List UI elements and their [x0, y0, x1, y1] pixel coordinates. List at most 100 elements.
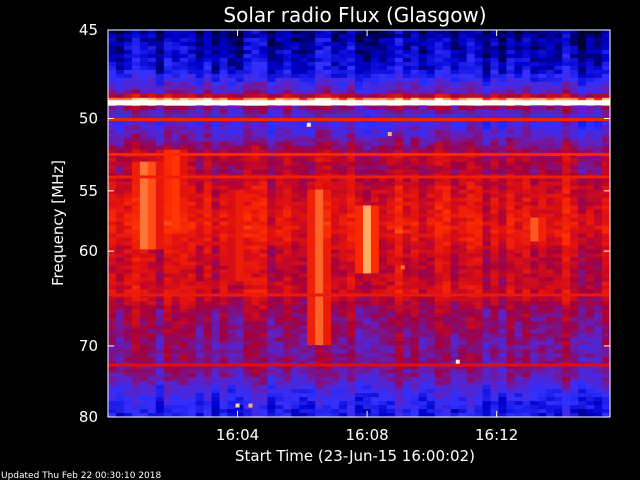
- heatmap-cell: [147, 225, 157, 231]
- heatmap-cell: [283, 201, 292, 207]
- heatmap-cell: [490, 265, 500, 270]
- heatmap-cell: [498, 125, 508, 131]
- heatmap-cell: [578, 297, 587, 302]
- heatmap-cell: [227, 245, 237, 251]
- heatmap-cell: [386, 329, 396, 334]
- heatmap-cell: [362, 109, 372, 115]
- heatmap-cell: [554, 57, 563, 63]
- heatmap-cell: [139, 157, 149, 163]
- heatmap-cell: [147, 261, 157, 266]
- heatmap-cell: [315, 261, 324, 266]
- heatmap-cell: [323, 85, 332, 91]
- heatmap-cell: [450, 237, 460, 243]
- heatmap-cell: [602, 233, 611, 239]
- heatmap-cell: [259, 233, 268, 239]
- heatmap-cell: [442, 269, 452, 274]
- heatmap-cell: [235, 53, 245, 59]
- heatmap-cell: [163, 277, 173, 282]
- heatmap-cell: [570, 141, 579, 147]
- heatmap-cell: [108, 157, 117, 163]
- heatmap-cell: [362, 157, 372, 163]
- heatmap-cell: [211, 321, 221, 326]
- heatmap-cell: [171, 281, 181, 286]
- heatmap-cell: [275, 185, 284, 191]
- heatmap-cell: [323, 109, 332, 115]
- heatmap-cell: [466, 273, 476, 278]
- heatmap-cell: [331, 325, 340, 330]
- heatmap-cell: [370, 313, 380, 318]
- heatmap-cell: [267, 81, 276, 87]
- heatmap-cell: [123, 329, 133, 334]
- heatmap-cell: [570, 289, 579, 294]
- heatmap-cell: [171, 181, 181, 187]
- heatmap-cell: [251, 129, 260, 135]
- heatmap-cell: [347, 125, 356, 131]
- heatmap-cell: [291, 81, 300, 87]
- heatmap-cell: [530, 37, 539, 43]
- heatmap-cell: [155, 309, 165, 314]
- heatmap-cell: [235, 129, 245, 135]
- heatmap-cell: [498, 137, 508, 143]
- heatmap-cell: [546, 181, 555, 187]
- heatmap-cell: [259, 241, 268, 247]
- heatmap-cell: [299, 177, 308, 183]
- heatmap-cell: [267, 45, 276, 51]
- heatmap-cell: [131, 181, 141, 187]
- heatmap-cell: [163, 77, 173, 83]
- heatmap-cell: [171, 153, 181, 159]
- heatmap-cell: [602, 269, 611, 274]
- heatmap-cell: [394, 30, 404, 35]
- heatmap-cell: [275, 229, 284, 235]
- heatmap-cell: [211, 289, 221, 294]
- heatmap-cell: [426, 301, 436, 306]
- heatmap-cell: [554, 209, 563, 215]
- heatmap-cell: [219, 89, 229, 95]
- heatmap-cell: [506, 257, 515, 262]
- heatmap-cell: [291, 113, 300, 119]
- heatmap-cell: [394, 333, 404, 338]
- heatmap-cell: [108, 185, 117, 191]
- heatmap-cell: [434, 305, 444, 310]
- heatmap-cell: [355, 125, 364, 131]
- heatmap-cell: [267, 249, 276, 255]
- heatmap-cell: [211, 30, 221, 35]
- heatmap-cell: [171, 213, 181, 219]
- heatmap-cell: [522, 73, 531, 79]
- heatmap-cell: [331, 253, 340, 259]
- heatmap-cell: [147, 69, 157, 75]
- heatmap-cell: [139, 345, 149, 350]
- heatmap-cell: [283, 81, 292, 87]
- heatmap-cell: [378, 177, 388, 183]
- heatmap-cell: [506, 169, 515, 175]
- heatmap-cell: [307, 301, 316, 306]
- heatmap-cell: [195, 61, 205, 67]
- heatmap-cell: [570, 97, 579, 103]
- heatmap-cell: [490, 249, 500, 255]
- heatmap-cell: [450, 141, 460, 147]
- heatmap-cell: [299, 69, 308, 75]
- heatmap-cell: [243, 281, 253, 286]
- heatmap-cell: [434, 265, 444, 270]
- heatmap-cell: [315, 45, 324, 51]
- heatmap-cell: [235, 97, 245, 103]
- heatmap-cell: [370, 245, 380, 251]
- heatmap-cell: [243, 285, 253, 290]
- heatmap-cell: [211, 125, 221, 131]
- heatmap-cell: [378, 193, 388, 199]
- heatmap-cell: [522, 221, 531, 227]
- heatmap-cell: [498, 209, 508, 215]
- heatmap-cell: [291, 33, 300, 39]
- heatmap-cell: [299, 341, 308, 346]
- heatmap-cell: [442, 201, 452, 207]
- heatmap-cell: [163, 337, 173, 342]
- heatmap-cell: [538, 217, 547, 223]
- heatmap-cell: [442, 197, 452, 203]
- heatmap-cell: [291, 217, 300, 223]
- heatmap-cell: [259, 249, 268, 255]
- heatmap-cell: [219, 309, 229, 314]
- heatmap-cell: [155, 165, 165, 171]
- heatmap-cell: [187, 73, 197, 79]
- heatmap-cell: [538, 153, 547, 159]
- heatmap-cell: [418, 229, 428, 235]
- heatmap-cell: [578, 57, 587, 63]
